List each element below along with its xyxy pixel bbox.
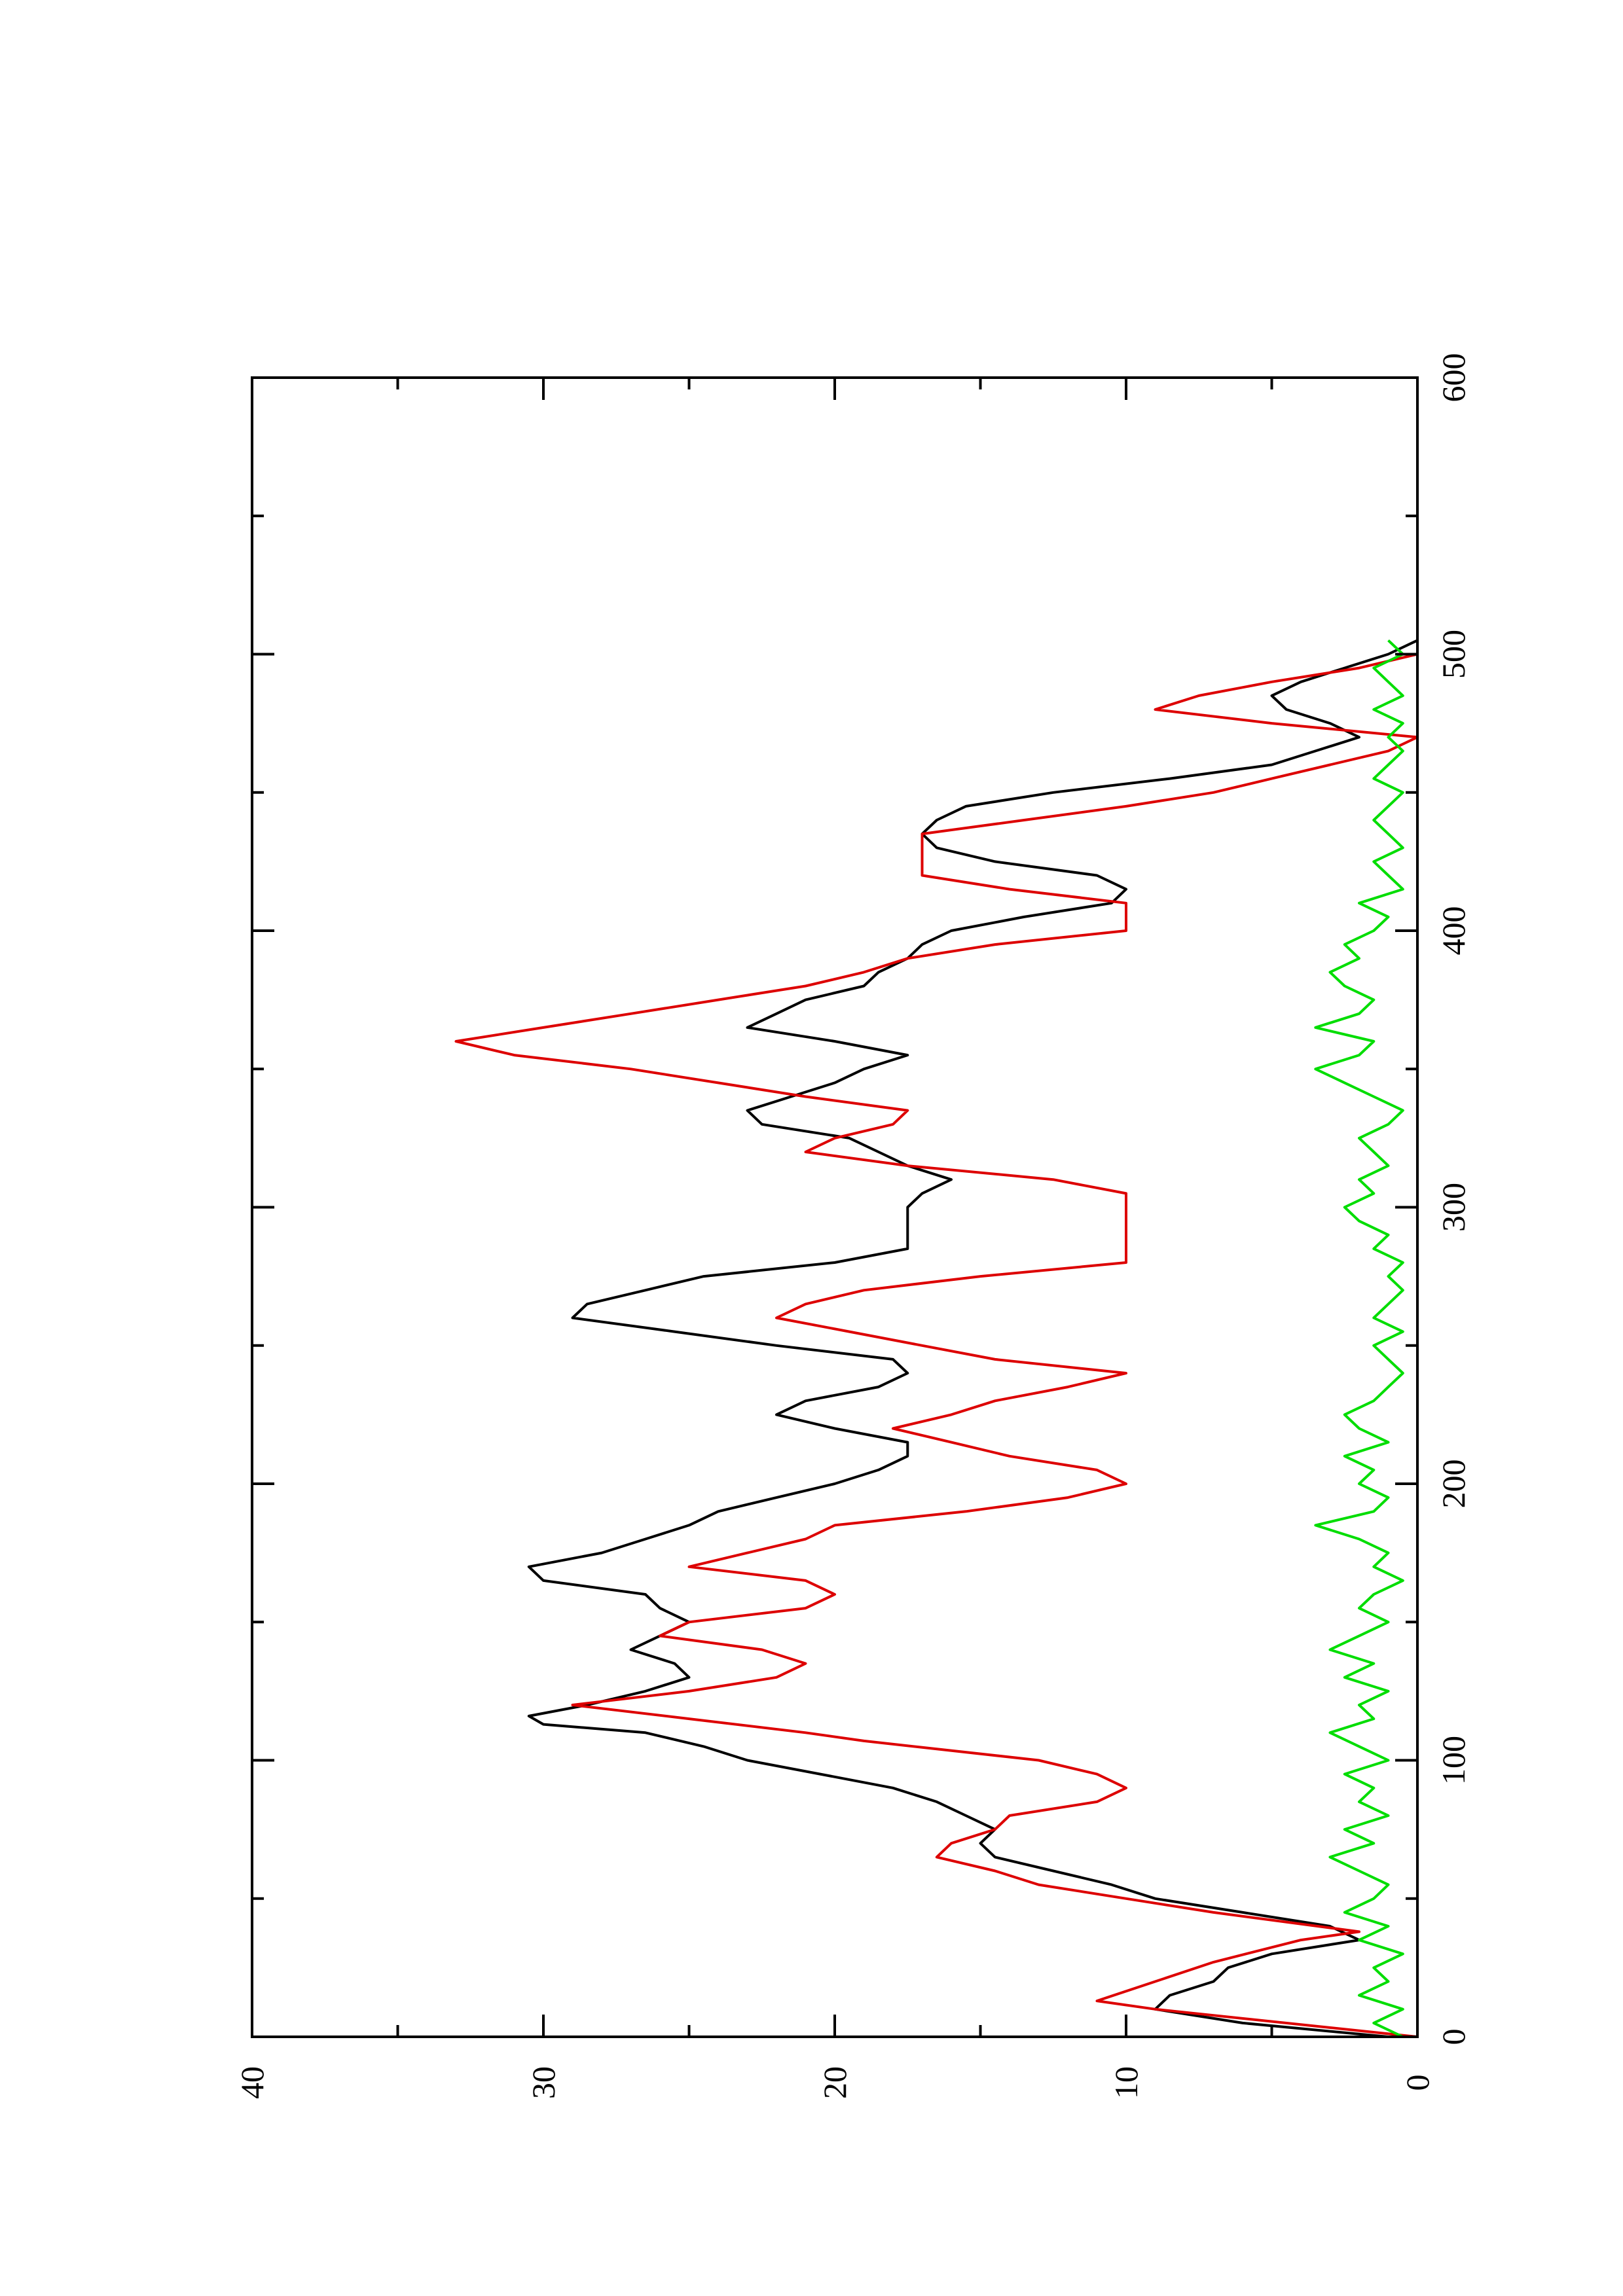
x-tick-label-100: 100 [1435,1736,1472,1785]
x-tick-label-600: 600 [1435,353,1472,403]
plot-frame [251,376,1419,2038]
y-tick-label-0: 0 [1399,2075,1436,2091]
x-tick-label-300: 300 [1435,1183,1472,1232]
y-tick-label-20: 20 [816,2066,853,2099]
series-layer [454,639,1419,2038]
y-tick-label-10: 10 [1108,2066,1144,2099]
x-tick-label-0: 0 [1435,2029,1472,2045]
x-tick-label-400: 400 [1435,906,1472,956]
x-tick-label-500: 500 [1435,630,1472,679]
tick-labels: 0 10 20 30 40 0 100 200 300 400 500 600 [234,353,1472,2100]
series-line-3 [1314,639,1404,2038]
y-tick-label-30: 30 [525,2066,562,2099]
series-line-1 [527,639,1418,2038]
y-tick-label-40: 40 [234,2066,270,2099]
series-line-2 [454,653,1419,2038]
ticks-layer [251,376,1419,2038]
x-tick-label-200: 200 [1435,1460,1472,1509]
